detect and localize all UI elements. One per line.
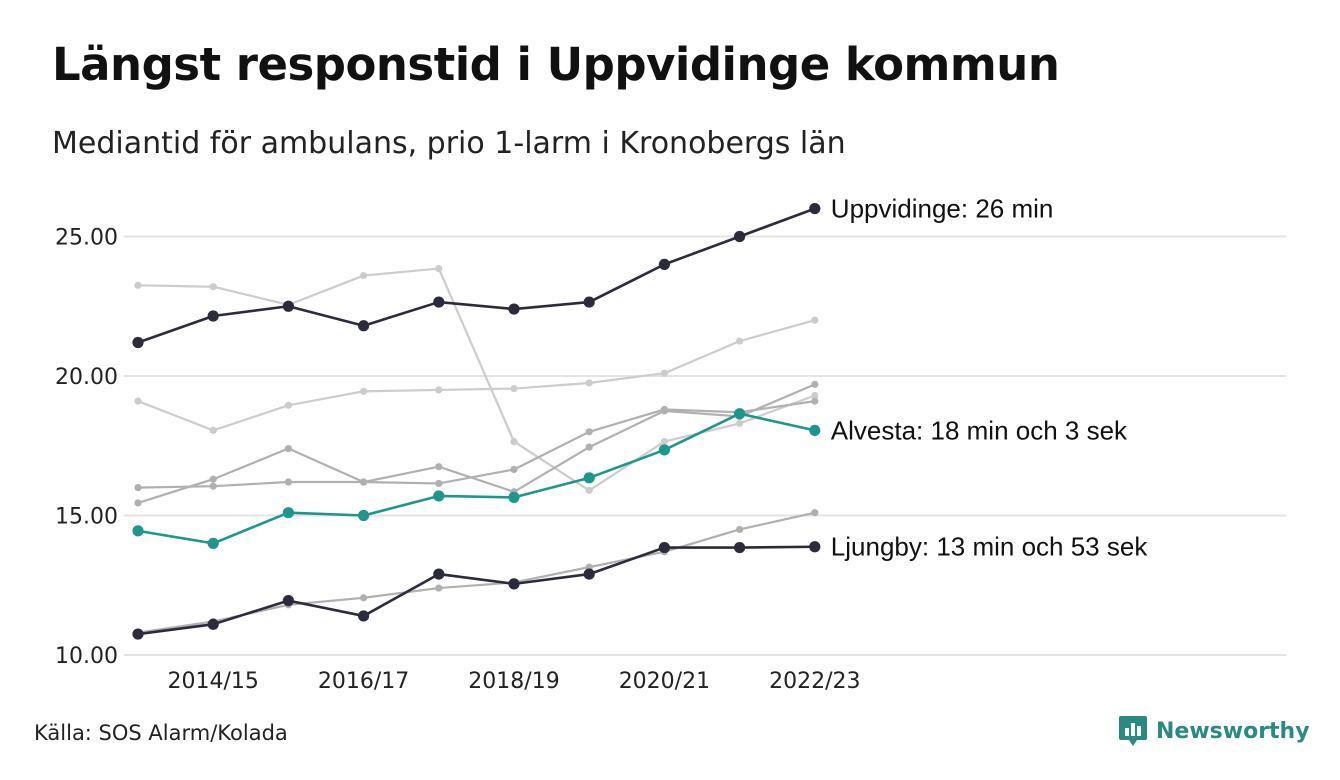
x-tick-label: 2020/21 bbox=[619, 669, 710, 694]
data-point-other-3 bbox=[134, 484, 142, 492]
data-point-other-0 bbox=[736, 419, 744, 428]
data-point-ljungby bbox=[207, 618, 219, 630]
data-point-uppvidinge bbox=[132, 336, 144, 349]
y-tick-label: 20.00 bbox=[55, 365, 118, 390]
y-tick-label: 15.00 bbox=[55, 505, 118, 530]
data-point-other-3 bbox=[360, 478, 368, 486]
data-point-other-0 bbox=[811, 391, 819, 400]
data-point-other-1 bbox=[510, 384, 518, 393]
data-point-ljungby bbox=[358, 610, 370, 622]
data-point-other-3 bbox=[510, 465, 518, 474]
data-point-alvesta bbox=[809, 424, 821, 437]
y-tick-label: 10.00 bbox=[55, 644, 118, 669]
data-point-alvesta bbox=[207, 537, 219, 550]
grid-layer bbox=[124, 235, 1286, 656]
data-point-other-1 bbox=[134, 397, 142, 405]
data-point-other-4 bbox=[811, 509, 819, 517]
data-point-uppvidinge bbox=[282, 300, 294, 312]
brand-logo: Newsworthy bbox=[1118, 714, 1310, 748]
data-point-other-0 bbox=[209, 283, 217, 291]
data-point-other-2 bbox=[585, 443, 593, 451]
data-point-other-2 bbox=[134, 499, 142, 507]
brand-name: Newsworthy bbox=[1156, 718, 1310, 744]
series-line-alvesta bbox=[137, 412, 816, 545]
series-line-other-3 bbox=[137, 400, 815, 489]
data-point-other-3 bbox=[585, 428, 593, 436]
data-point-other-1 bbox=[209, 426, 217, 435]
data-point-other-1 bbox=[435, 386, 443, 394]
newsworthy-logo-icon bbox=[1119, 716, 1147, 746]
x-tick-label: 2022/23 bbox=[769, 669, 860, 694]
chart-subtitle: Mediantid för ambulans, prio 1-larm i Kr… bbox=[52, 126, 846, 161]
end-label-ljungby: Ljungby: 13 min och 53 sek bbox=[831, 532, 1149, 562]
data-point-other-1 bbox=[360, 387, 368, 395]
chart-title: Längst responstid i Uppvidinge kommun bbox=[52, 38, 1060, 91]
data-point-ljungby bbox=[734, 541, 746, 554]
end-label-layer: Uppvidinge: 26 min Alvesta: 18 min och 3 … bbox=[831, 194, 1149, 562]
x-axis: 2014/15 2016/17 2018/19 2020/21 2022/23 bbox=[167, 669, 860, 694]
data-point-other-0 bbox=[435, 264, 443, 273]
data-point-other-1 bbox=[660, 369, 669, 377]
series-line-uppvidinge bbox=[137, 207, 816, 344]
data-point-uppvidinge bbox=[809, 203, 821, 215]
data-point-other-3 bbox=[435, 479, 443, 488]
data-point-other-2 bbox=[209, 475, 217, 483]
x-tick-label: 2014/15 bbox=[167, 669, 258, 694]
data-point-alvesta bbox=[734, 408, 746, 420]
series-line-ljungby bbox=[137, 545, 815, 636]
data-point-other-3 bbox=[209, 482, 217, 490]
data-point-alvesta bbox=[358, 509, 370, 522]
data-point-other-3 bbox=[811, 397, 819, 405]
data-point-other-0 bbox=[660, 437, 669, 446]
data-point-other-3 bbox=[284, 478, 292, 486]
data-point-other-4 bbox=[435, 584, 443, 592]
y-tick-label: 25.00 bbox=[55, 226, 118, 251]
data-point-alvesta bbox=[583, 472, 595, 484]
data-point-other-1 bbox=[284, 401, 292, 409]
series-line-other-2 bbox=[137, 383, 816, 504]
data-point-ljungby bbox=[433, 568, 445, 580]
x-tick-label: 2018/19 bbox=[468, 669, 559, 694]
y-axis: 10.00 15.00 20.00 25.00 bbox=[55, 226, 118, 670]
data-point-uppvidinge bbox=[658, 258, 671, 270]
data-point-uppvidinge bbox=[358, 320, 370, 332]
series-line-other-1 bbox=[137, 319, 816, 432]
series-line-other-0 bbox=[137, 267, 816, 492]
source-note: Källa: SOS Alarm/Kolada bbox=[34, 721, 288, 745]
data-point-ljungby bbox=[508, 578, 520, 590]
data-point-other-2 bbox=[435, 463, 443, 471]
data-point-ljungby bbox=[809, 541, 821, 553]
data-point-uppvidinge bbox=[583, 296, 595, 308]
data-point-ljungby bbox=[282, 594, 294, 607]
data-point-alvesta bbox=[132, 525, 144, 537]
data-point-other-1 bbox=[585, 379, 593, 387]
data-point-alvesta bbox=[282, 507, 294, 519]
data-point-uppvidinge bbox=[734, 230, 746, 243]
data-point-ljungby bbox=[132, 628, 144, 640]
data-point-uppvidinge bbox=[508, 303, 520, 315]
x-tick-label: 2016/17 bbox=[318, 669, 409, 694]
data-point-alvesta bbox=[658, 444, 671, 456]
line-chart: 10.00 15.00 20.00 25.00 2014/15 2016/17 2018/… bbox=[55, 194, 1286, 694]
data-point-other-1 bbox=[736, 337, 744, 345]
data-point-other-4 bbox=[360, 594, 368, 602]
data-point-other-2 bbox=[284, 444, 292, 453]
data-point-uppvidinge bbox=[433, 296, 445, 308]
end-label-uppvidinge: Uppvidinge: 26 min bbox=[831, 194, 1054, 224]
series-layer bbox=[132, 203, 821, 640]
data-point-other-1 bbox=[811, 316, 819, 324]
data-point-alvesta bbox=[433, 490, 445, 502]
data-point-other-0 bbox=[360, 271, 368, 280]
data-point-other-0 bbox=[510, 437, 518, 446]
data-point-other-0 bbox=[585, 486, 593, 494]
data-point-other-2 bbox=[811, 380, 819, 388]
data-point-ljungby bbox=[658, 541, 671, 554]
data-point-other-0 bbox=[134, 281, 142, 289]
data-point-other-4 bbox=[736, 525, 744, 534]
data-point-uppvidinge bbox=[207, 310, 219, 322]
end-label-alvesta: Alvesta: 18 min och 3 sek bbox=[831, 415, 1128, 445]
data-point-alvesta bbox=[508, 491, 520, 503]
data-point-ljungby bbox=[583, 568, 595, 580]
data-point-other-3 bbox=[660, 405, 669, 414]
